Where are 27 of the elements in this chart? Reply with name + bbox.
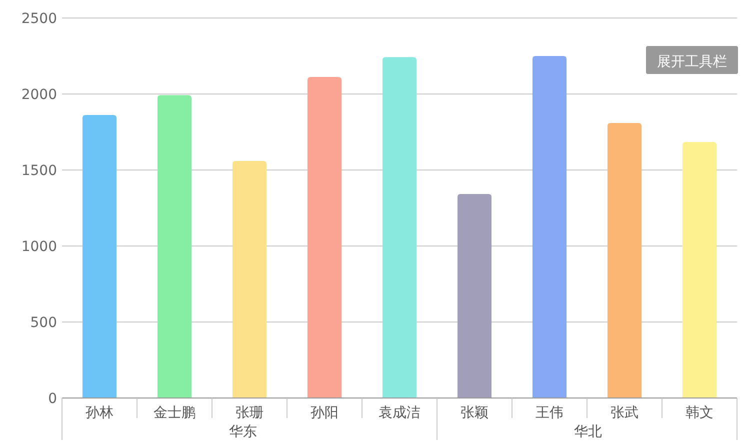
bar [232,161,266,398]
bar [308,76,342,398]
x-tick-label: 孙林 [86,405,114,421]
bar [382,57,416,398]
bar [158,95,192,398]
text: 华北 [574,424,602,440]
annotation: 展开工具栏 [657,54,727,70]
y-tick-label: 2000 [21,87,57,103]
x-tick-label: 金士鹏 [154,405,196,421]
x-tick-label: 袁成洁 [378,405,420,421]
x-tick-label: 张武 [610,405,638,421]
x-tick-label: 孙阳 [310,405,338,421]
y-tick-label: 2500 [21,11,57,27]
bar [532,56,566,398]
x-tick-label: 张珊 [236,405,264,421]
x-tick-label: 王伟 [536,405,564,421]
bar [458,194,492,398]
bar [682,142,716,398]
y-tick-label: 1000 [21,239,57,255]
bar [608,123,642,398]
text: 华东 [229,424,257,440]
x-tick-label: 韩文 [686,405,714,421]
x-tick-label: 张颖 [460,405,488,421]
y-tick-label: 0 [48,391,57,407]
y-tick-label: 500 [30,315,57,331]
bar [82,114,116,398]
y-tick-label: 1500 [21,163,57,179]
